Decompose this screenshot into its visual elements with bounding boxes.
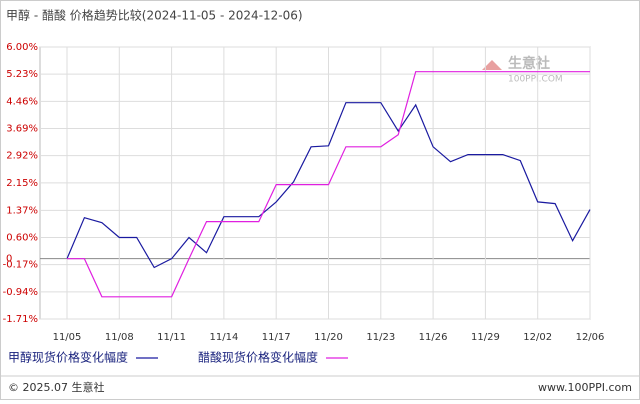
y-tick-label: 2.92% (6, 151, 38, 162)
watermark-name: 生意社 (508, 55, 550, 72)
x-tick-label: 12/02 (523, 332, 552, 343)
legend-label: 醋酸现货价格变化幅度 (198, 350, 318, 365)
x-tick-label: 11/26 (419, 332, 448, 343)
y-tick-label: 6.00% (6, 42, 38, 53)
y-tick-label: 0.60% (6, 233, 38, 244)
y-tick-label: 0 (6, 254, 12, 265)
footer-left: © 2025.07 生意社 (8, 380, 104, 394)
x-tick-label: 11/23 (366, 332, 395, 343)
x-tick-label: 12/06 (576, 332, 605, 343)
watermark: 生意社 100PPI.COM (482, 55, 563, 85)
y-tick-label: 2.15% (6, 178, 38, 189)
x-tick-label: 11/05 (53, 332, 82, 343)
x-tick-label: 11/20 (314, 332, 343, 343)
chart-title: 甲醇 - 醋酸 价格趋势比较(2024-11-05 - 2024-12-06) (6, 8, 303, 23)
watermark-site: 100PPI.COM (508, 75, 563, 85)
x-tick-label: 11/17 (262, 332, 291, 343)
x-tick-label: 11/14 (209, 332, 238, 343)
footer-right: www.100PPI.com (538, 381, 632, 394)
watermark-icon (482, 60, 502, 70)
y-tick-label: -1.71% (3, 314, 38, 325)
x-tick-label: 11/11 (157, 332, 186, 343)
series-line (66, 102, 591, 269)
y-tick-label: -0.17% (3, 260, 38, 271)
legend-label: 甲醇现货价格变化幅度 (8, 350, 128, 365)
x-tick-label: 11/29 (471, 332, 500, 343)
series-line (67, 71, 590, 298)
y-tick-label: 3.69% (6, 123, 38, 134)
y-tick-label: 1.37% (6, 205, 38, 216)
y-tick-label: -0.94% (3, 287, 38, 298)
x-tick-label: 11/08 (105, 332, 134, 343)
y-tick-label: 5.23% (6, 69, 38, 80)
y-tick-label: 4.46% (6, 96, 38, 107)
